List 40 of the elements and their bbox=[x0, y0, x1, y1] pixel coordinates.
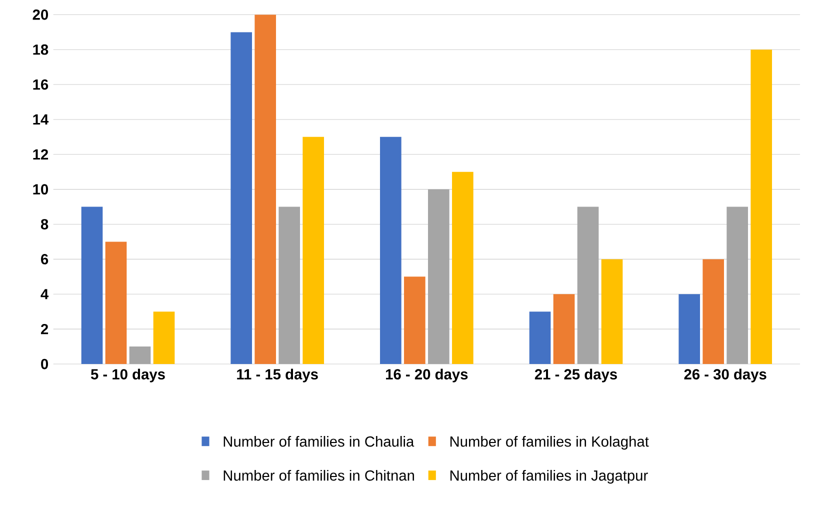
bar bbox=[404, 276, 426, 364]
x-tick-label: 16 - 20 days bbox=[386, 368, 468, 382]
x-tick-label: 21 - 25 days bbox=[534, 368, 617, 382]
bar bbox=[230, 32, 252, 364]
bar bbox=[278, 206, 300, 364]
legend-label: Number of families in Jagatpur bbox=[450, 470, 648, 484]
bar bbox=[601, 259, 623, 364]
y-tick-label: 20 bbox=[32, 9, 48, 20]
y-tick-label: 12 bbox=[33, 149, 48, 160]
legend-label: Number of families in Chitnan bbox=[224, 470, 414, 481]
bar bbox=[153, 312, 175, 364]
y-tick-label: 4 bbox=[40, 289, 49, 300]
x-tick-label: 5 - 10 days bbox=[90, 368, 165, 382]
bar bbox=[726, 206, 748, 364]
bar bbox=[254, 14, 276, 364]
bar bbox=[529, 312, 551, 364]
y-tick-label: 0 bbox=[41, 358, 48, 370]
bar bbox=[302, 136, 324, 364]
y-tick-label: 18 bbox=[33, 44, 48, 55]
y-tick-label: 10 bbox=[33, 184, 48, 195]
y-tick-label: 2 bbox=[40, 324, 48, 334]
x-tick-label: 26 - 30 days bbox=[684, 368, 766, 382]
bar bbox=[452, 172, 474, 364]
bar bbox=[750, 50, 772, 364]
bar bbox=[702, 259, 724, 364]
bar bbox=[380, 136, 402, 364]
bar bbox=[428, 189, 450, 364]
y-tick-label: 14 bbox=[33, 114, 49, 125]
bar bbox=[577, 206, 599, 364]
y-tick-label: 8 bbox=[40, 219, 48, 230]
legend-label: Number of families in Kolaghat bbox=[450, 436, 649, 450]
bar bbox=[678, 294, 700, 364]
x-tick-label: 11 - 15 days bbox=[237, 368, 318, 382]
bar bbox=[81, 206, 103, 364]
y-tick-label: 6 bbox=[41, 254, 48, 264]
bar bbox=[105, 242, 127, 364]
bar bbox=[553, 294, 575, 364]
y-tick-label: 16 bbox=[33, 79, 48, 90]
legend-label: Number of families in Chaulia bbox=[224, 436, 414, 447]
bar bbox=[129, 346, 151, 364]
